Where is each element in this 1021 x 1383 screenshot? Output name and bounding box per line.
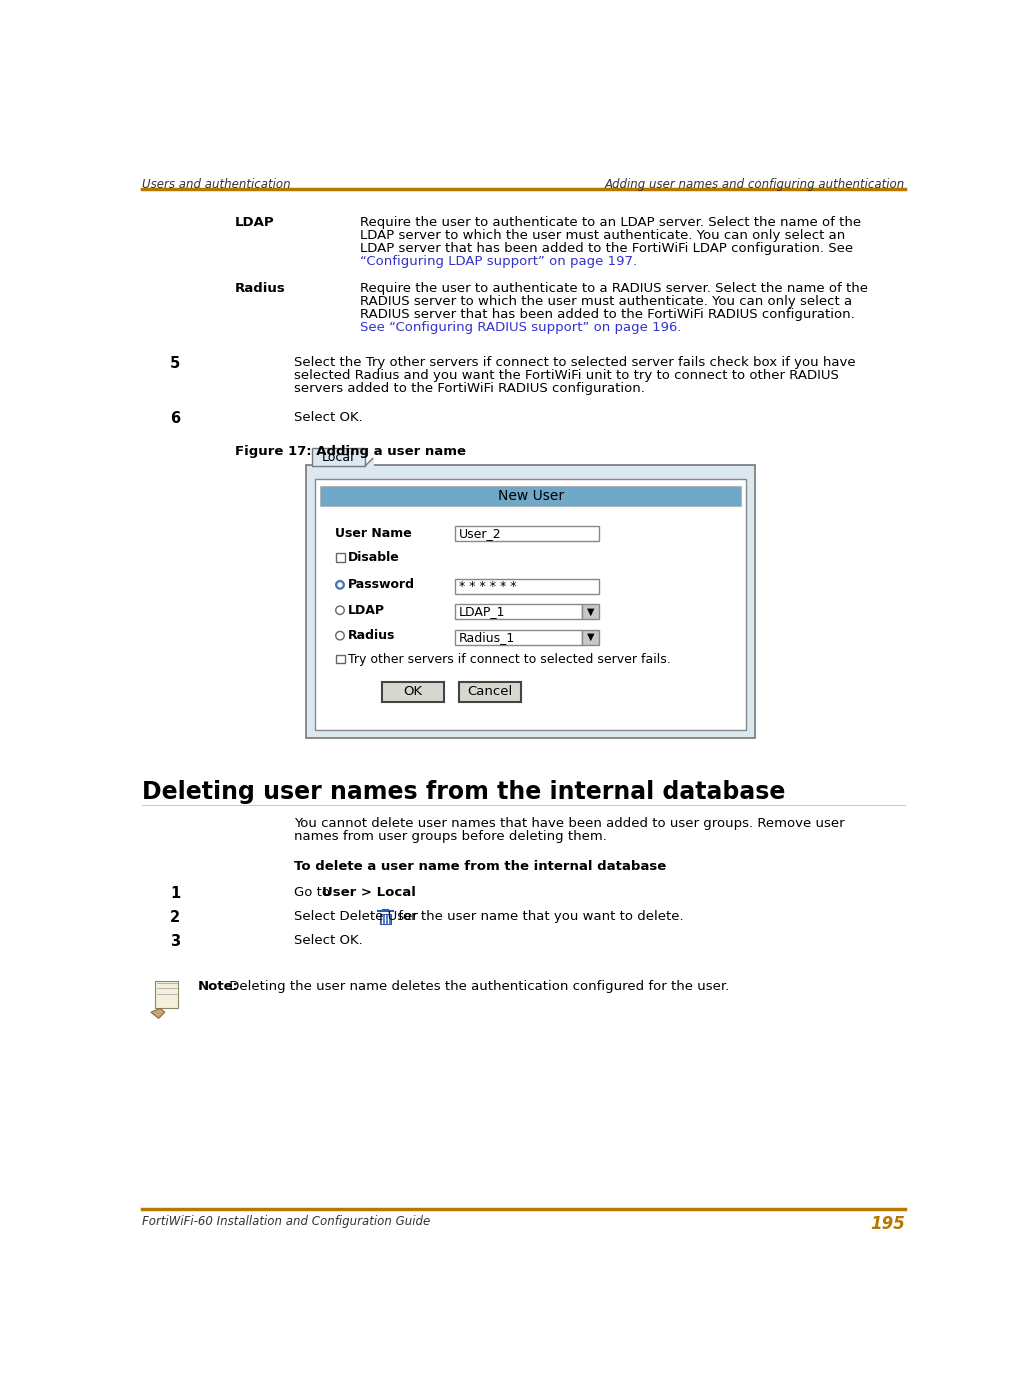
Polygon shape [364, 456, 374, 466]
Text: Select the Try other servers if connect to selected server fails check box if yo: Select the Try other servers if connect … [294, 357, 856, 369]
FancyBboxPatch shape [312, 448, 364, 466]
Text: Password: Password [348, 578, 415, 592]
Circle shape [336, 581, 344, 589]
Text: Radius_1: Radius_1 [458, 631, 515, 643]
Text: “Configuring LDAP support” on page 197.: “Configuring LDAP support” on page 197. [360, 256, 637, 268]
Text: LDAP: LDAP [235, 216, 275, 230]
FancyBboxPatch shape [380, 914, 391, 924]
Text: 1: 1 [171, 887, 181, 900]
Text: .: . [381, 887, 385, 899]
Text: Select OK.: Select OK. [294, 934, 363, 946]
Text: User_2: User_2 [458, 527, 501, 539]
Text: See “Configuring RADIUS support” on page 196.: See “Configuring RADIUS support” on page… [360, 321, 682, 335]
Text: LDAP server that has been added to the FortiWiFi LDAP configuration. See: LDAP server that has been added to the F… [360, 242, 854, 256]
Text: Require the user to authenticate to an LDAP server. Select the name of the: Require the user to authenticate to an L… [360, 216, 862, 230]
Text: LDAP: LDAP [348, 604, 385, 617]
Text: 2: 2 [171, 910, 181, 925]
FancyBboxPatch shape [155, 982, 178, 1008]
Text: Go to: Go to [294, 887, 335, 899]
Text: servers added to the FortiWiFi RADIUS configuration.: servers added to the FortiWiFi RADIUS co… [294, 382, 645, 396]
Text: FortiWiFi-60 Installation and Configuration Guide: FortiWiFi-60 Installation and Configurat… [142, 1214, 430, 1228]
Text: 3: 3 [171, 934, 181, 949]
FancyBboxPatch shape [315, 479, 746, 730]
Text: Figure 17: Adding a user name: Figure 17: Adding a user name [235, 445, 466, 459]
FancyBboxPatch shape [336, 656, 345, 664]
Text: Require the user to authenticate to a RADIUS server. Select the name of the: Require the user to authenticate to a RA… [360, 282, 868, 295]
Text: 195: 195 [870, 1214, 905, 1232]
Polygon shape [151, 1008, 164, 1018]
FancyBboxPatch shape [459, 682, 522, 703]
Text: Try other servers if connect to selected server fails.: Try other servers if connect to selected… [348, 653, 671, 665]
Circle shape [336, 632, 344, 640]
Circle shape [336, 606, 344, 614]
Text: RADIUS server to which the user must authenticate. You can only select a: RADIUS server to which the user must aut… [360, 296, 853, 308]
Text: selected Radius and you want the FortiWiFi unit to try to connect to other RADIU: selected Radius and you want the FortiWi… [294, 369, 839, 382]
FancyBboxPatch shape [455, 604, 582, 620]
Text: Users and authentication: Users and authentication [142, 177, 290, 191]
Text: Deleting the user name deletes the authentication configured for the user.: Deleting the user name deletes the authe… [225, 979, 729, 993]
Text: ▼: ▼ [586, 607, 594, 617]
Text: LDAP server to which the user must authenticate. You can only select an: LDAP server to which the user must authe… [360, 230, 845, 242]
Text: Select Delete User: Select Delete User [294, 910, 423, 922]
Text: Deleting user names from the internal database: Deleting user names from the internal da… [142, 780, 785, 805]
Text: Local: Local [322, 451, 354, 463]
Text: Select OK.: Select OK. [294, 411, 363, 423]
Text: Radius: Radius [348, 629, 395, 642]
Text: names from user groups before deleting them.: names from user groups before deleting t… [294, 830, 607, 844]
Text: You cannot delete user names that have been added to user groups. Remove user: You cannot delete user names that have b… [294, 817, 844, 830]
FancyBboxPatch shape [582, 629, 599, 644]
Text: 5: 5 [171, 357, 181, 371]
Circle shape [338, 582, 342, 586]
FancyBboxPatch shape [382, 682, 444, 703]
Text: RADIUS server that has been added to the FortiWiFi RADIUS configuration.: RADIUS server that has been added to the… [360, 308, 855, 321]
Text: To delete a user name from the internal database: To delete a user name from the internal … [294, 860, 667, 874]
Text: * * * * * *: * * * * * * [458, 579, 516, 593]
FancyBboxPatch shape [306, 465, 756, 739]
Text: OK: OK [403, 686, 423, 698]
Text: Note:: Note: [197, 979, 238, 993]
Text: for the user name that you want to delete.: for the user name that you want to delet… [394, 910, 684, 922]
FancyBboxPatch shape [320, 487, 741, 506]
Text: User Name: User Name [335, 527, 412, 539]
FancyBboxPatch shape [455, 629, 582, 644]
FancyBboxPatch shape [582, 604, 599, 620]
Text: User > Local: User > Local [323, 887, 416, 899]
Text: Disable: Disable [348, 550, 399, 564]
Text: Adding user names and configuring authentication: Adding user names and configuring authen… [604, 177, 905, 191]
Text: ▼: ▼ [586, 632, 594, 642]
Text: 6: 6 [171, 411, 181, 426]
Text: Cancel: Cancel [468, 686, 513, 698]
FancyBboxPatch shape [336, 553, 345, 561]
Text: New User: New User [497, 490, 564, 503]
Text: LDAP_1: LDAP_1 [458, 606, 505, 618]
FancyBboxPatch shape [455, 526, 599, 541]
Text: Radius: Radius [235, 282, 285, 295]
FancyBboxPatch shape [455, 578, 599, 595]
